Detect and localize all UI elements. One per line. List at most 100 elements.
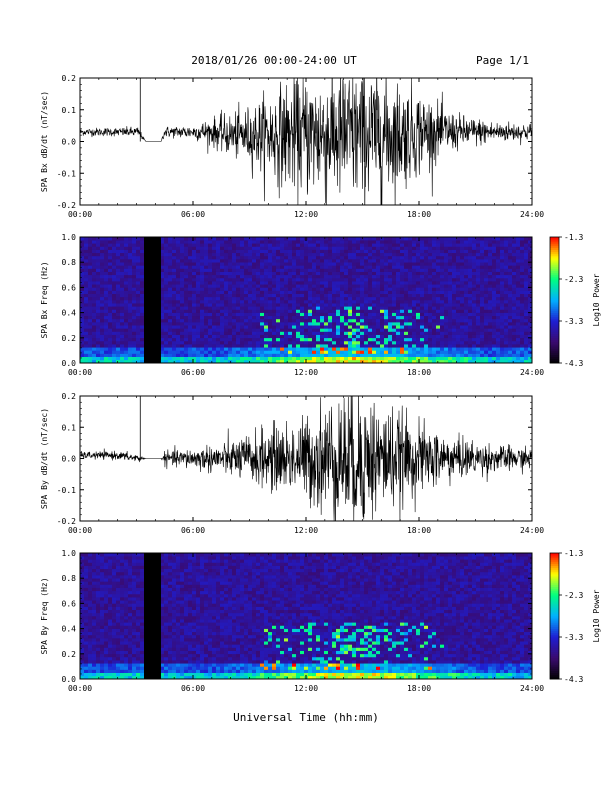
heatmap-cell	[180, 303, 185, 307]
heatmap-cell	[364, 300, 369, 304]
heatmap-cell	[104, 293, 109, 298]
heatmap-cell	[288, 318, 293, 323]
heatmap-cell	[284, 300, 289, 304]
heatmap-cell	[436, 325, 441, 329]
heatmap-cell	[104, 240, 109, 244]
heatmap-cell	[184, 337, 189, 342]
heatmap-cell	[92, 293, 97, 298]
heatmap-cell	[392, 284, 397, 288]
heatmap-cell	[92, 331, 97, 335]
heatmap-cell	[436, 277, 441, 282]
heatmap-cell	[264, 303, 269, 307]
heatmap-cell	[400, 271, 405, 276]
heatmap-cell	[80, 293, 85, 298]
heatmap-cell	[116, 284, 121, 288]
heatmap-cell	[440, 315, 445, 320]
heatmap-cell	[336, 303, 341, 307]
heatmap-cell	[336, 318, 341, 323]
heatmap-cell	[244, 255, 249, 260]
heatmap-cell	[160, 309, 165, 313]
heatmap-cell	[80, 312, 85, 317]
heatmap-cell	[216, 344, 221, 348]
heatmap-cell	[400, 293, 405, 298]
heatmap-cell	[160, 271, 165, 276]
heatmap-cell	[236, 312, 241, 317]
heatmap-cell	[388, 290, 393, 294]
heatmap-cell	[492, 300, 497, 304]
heatmap-cell	[484, 240, 489, 244]
heatmap-cell	[332, 322, 337, 326]
heatmap-cell	[400, 300, 405, 304]
heatmap-cell	[216, 252, 221, 257]
heatmap-cell	[396, 309, 401, 313]
heatmap-cell	[468, 306, 473, 310]
heatmap-cell	[248, 331, 253, 335]
heatmap-cell	[264, 328, 269, 332]
heatmap-cell	[308, 274, 313, 279]
heatmap-cell	[392, 334, 397, 339]
colorbar-tick-label: -2.3	[564, 275, 583, 284]
heatmap-cell	[204, 281, 209, 285]
heatmap-cell	[208, 240, 213, 244]
heatmap-cell	[164, 325, 169, 329]
heatmap-cell	[160, 347, 165, 351]
heatmap-cell	[292, 274, 297, 279]
colorbar-swatch	[550, 354, 559, 358]
heatmap-cell	[416, 312, 421, 317]
heatmap-cell	[460, 309, 465, 313]
heatmap-cell	[316, 359, 321, 364]
heatmap-cell	[128, 274, 133, 279]
heatmap-cell	[400, 328, 405, 332]
heatmap-cell	[412, 237, 417, 241]
heatmap-cell	[212, 315, 217, 320]
heatmap-cell	[336, 277, 341, 282]
heatmap-cell	[196, 328, 201, 332]
heatmap-cell	[360, 290, 365, 294]
heatmap-cell	[284, 293, 289, 298]
heatmap-cell	[128, 271, 133, 276]
heatmap-cell	[248, 306, 253, 310]
heatmap-cell	[180, 350, 185, 354]
heatmap-cell	[132, 353, 137, 357]
heatmap-cell	[368, 274, 373, 279]
heatmap-cell	[292, 252, 297, 257]
heatmap-cell	[216, 331, 221, 335]
heatmap-cell	[348, 246, 353, 250]
heatmap-cell	[328, 318, 333, 323]
heatmap-cell	[96, 356, 101, 361]
heatmap-cell	[176, 344, 181, 348]
heatmap-cell	[400, 359, 405, 364]
heatmap-cell	[160, 255, 165, 260]
heatmap-cell	[476, 356, 481, 361]
heatmap-cell	[504, 296, 509, 301]
heatmap-cell	[496, 337, 501, 342]
heatmap-cell	[212, 240, 217, 244]
heatmap-cell	[372, 306, 377, 310]
heatmap-cell	[92, 356, 97, 361]
heatmap-cell	[488, 303, 493, 307]
heatmap-cell	[428, 356, 433, 361]
heatmap-cell	[200, 237, 205, 241]
heatmap-cell	[180, 259, 185, 263]
heatmap-cell	[212, 353, 217, 357]
heatmap-cell	[308, 265, 313, 269]
heatmap-cell	[364, 274, 369, 279]
heatmap-cell	[428, 322, 433, 326]
heatmap-cell	[300, 350, 305, 354]
heatmap-cell	[140, 356, 145, 361]
heatmap-cell	[176, 347, 181, 351]
heatmap-cell	[336, 287, 341, 291]
heatmap-cell	[184, 347, 189, 351]
heatmap-cell	[320, 325, 325, 329]
heatmap-cell	[120, 287, 125, 291]
heatmap-cell	[116, 312, 121, 317]
heatmap-cell	[424, 296, 429, 301]
heatmap-cell	[100, 296, 105, 301]
heatmap-cell	[492, 277, 497, 282]
heatmap-cell	[524, 300, 529, 304]
heatmap-cell	[376, 300, 381, 304]
heatmap-cell	[164, 281, 169, 285]
heatmap-cell	[108, 309, 113, 313]
heatmap-cell	[124, 262, 129, 266]
heatmap-cell	[336, 240, 341, 244]
